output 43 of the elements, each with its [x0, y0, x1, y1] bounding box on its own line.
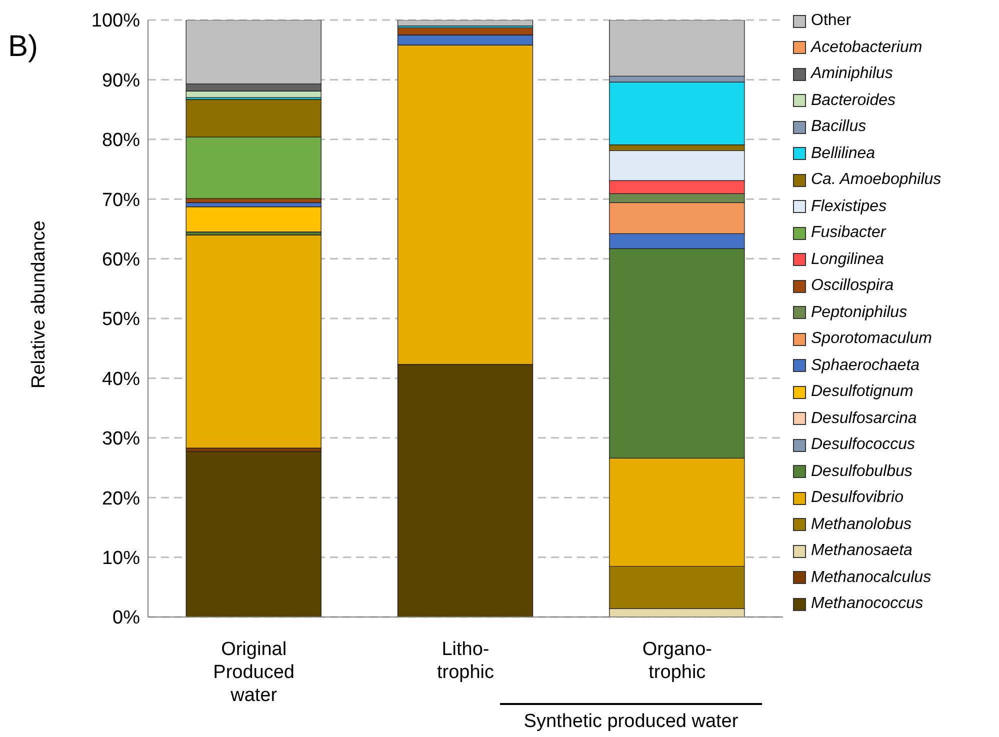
y-tick-label: 80% — [102, 130, 140, 152]
text: Synthetic produced water — [522, 711, 740, 733]
x-tick-label: Litho- trophic — [436, 639, 494, 683]
legend-label: Desulfotignum — [811, 382, 914, 402]
legend-label: Sporotomaculum — [811, 329, 932, 349]
legend-label: Fusibacter — [811, 223, 886, 243]
legend-label: Aminiphilus — [811, 64, 893, 84]
legend-label: Desulfococcus — [811, 435, 916, 455]
x-tick-label: Organo- trophic — [642, 639, 712, 683]
legend-label: Flexistipes — [811, 196, 887, 216]
legend-label: Peptoniphilus — [811, 302, 908, 322]
legend-label: Methanosaeta — [811, 541, 912, 561]
bar — [186, 234, 322, 448]
legend-label: Oscillospira — [811, 276, 894, 296]
y-axis-title: Relative abundance — [28, 220, 50, 388]
legend-label: Desulfosarcina — [811, 408, 917, 428]
y-tick-label: 70% — [102, 190, 140, 211]
bar — [186, 206, 322, 232]
y-tick-label: 40% — [102, 368, 140, 390]
legend-label: Methanocalculus — [811, 568, 932, 588]
bar — [186, 451, 322, 617]
text: B) — [8, 30, 38, 64]
y-tick-label: 30% — [102, 428, 140, 450]
y-tick-label: 20% — [102, 488, 140, 510]
x-tick-label: Original Produced water — [213, 639, 295, 706]
y-tick-label: 60% — [102, 250, 140, 271]
legend-label: Longilinea — [811, 250, 884, 270]
legend-label: Acetobacterium — [811, 38, 922, 58]
legend-label: Ca. Amoebophilus — [811, 170, 942, 190]
y-tick-label: 50% — [102, 309, 140, 330]
legend-label: Bellilinea — [811, 144, 876, 164]
y-tick-label: 0% — [112, 608, 140, 629]
y-tick-label: 100% — [91, 10, 140, 32]
legend-label: Methanococcus — [811, 594, 924, 614]
legend-label: Bacillus — [811, 117, 866, 137]
legend-label: Bacteroides — [811, 90, 896, 110]
legend-label: Other — [811, 11, 852, 31]
legend-label: Desulfovibrio — [811, 488, 904, 508]
legend-label: Desulfobulbus — [811, 462, 912, 482]
y-tick-label: 90% — [102, 70, 140, 92]
y-tick-label: 10% — [102, 548, 140, 570]
legend-label: Sphaerochaeta — [811, 356, 920, 376]
legend-label: Methanolobus — [811, 514, 912, 534]
